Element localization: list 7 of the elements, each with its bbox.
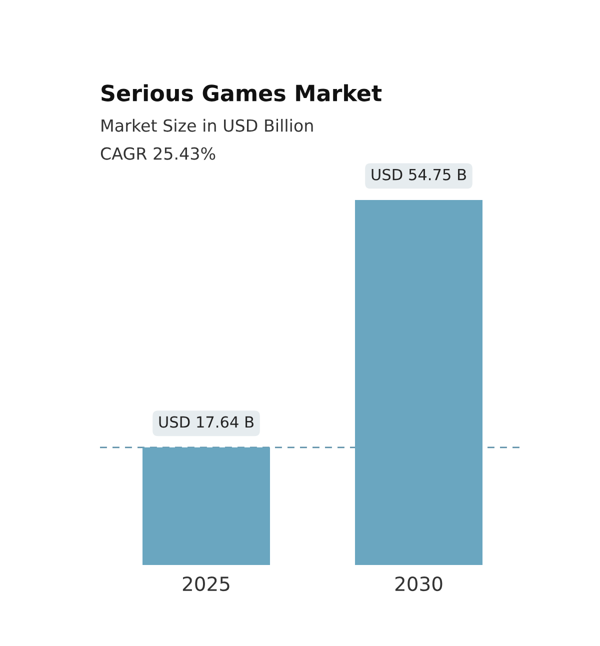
- x-tick-label: 2025: [182, 576, 230, 592]
- data-label: USD 17.64 B: [159, 416, 254, 428]
- text: CAGR 25.43%: [100, 147, 216, 160]
- x-tick-label: 2030: [395, 576, 442, 592]
- chart-subtitle: Market Size in USD Billion: [102, 118, 313, 132]
- data-label: USD 54.75 B: [372, 168, 466, 180]
- chart-title: Serious Games Market: [102, 84, 382, 102]
